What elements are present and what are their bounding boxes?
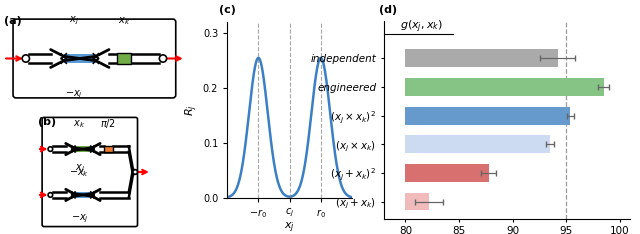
- Text: $-x_k$: $-x_k$: [70, 167, 90, 179]
- Y-axis label: $R_j$: $R_j$: [184, 104, 200, 116]
- Bar: [405, 193, 429, 210]
- Circle shape: [159, 55, 166, 62]
- Bar: [74, 146, 92, 152]
- Text: $x_k$: $x_k$: [118, 16, 130, 27]
- Bar: [405, 164, 489, 182]
- Text: $x_j$: $x_j$: [69, 15, 79, 27]
- FancyBboxPatch shape: [13, 19, 176, 98]
- Bar: [405, 107, 570, 124]
- Circle shape: [133, 170, 138, 174]
- Bar: [405, 135, 550, 153]
- Text: $-x_j$: $-x_j$: [70, 213, 88, 225]
- FancyBboxPatch shape: [42, 117, 138, 227]
- Bar: [116, 53, 131, 64]
- Text: (a): (a): [4, 16, 22, 26]
- Bar: [405, 49, 557, 67]
- Circle shape: [48, 193, 52, 197]
- Bar: [104, 146, 113, 152]
- Text: $-x_j$: $-x_j$: [65, 89, 83, 101]
- Bar: [64, 54, 96, 63]
- Text: $g(x_j, x_k)$: $g(x_j, x_k)$: [400, 19, 443, 35]
- Text: $\pi/2$: $\pi/2$: [100, 117, 116, 130]
- Circle shape: [48, 147, 52, 151]
- Bar: [405, 78, 604, 96]
- Bar: [74, 192, 92, 197]
- Text: (b): (b): [38, 117, 56, 127]
- X-axis label: $x_j$: $x_j$: [284, 221, 295, 234]
- Text: (d): (d): [379, 5, 397, 15]
- Text: (c): (c): [219, 5, 236, 15]
- Text: $x_j$: $x_j$: [74, 163, 84, 176]
- Circle shape: [22, 55, 29, 62]
- Text: $x_k$: $x_k$: [74, 118, 86, 130]
